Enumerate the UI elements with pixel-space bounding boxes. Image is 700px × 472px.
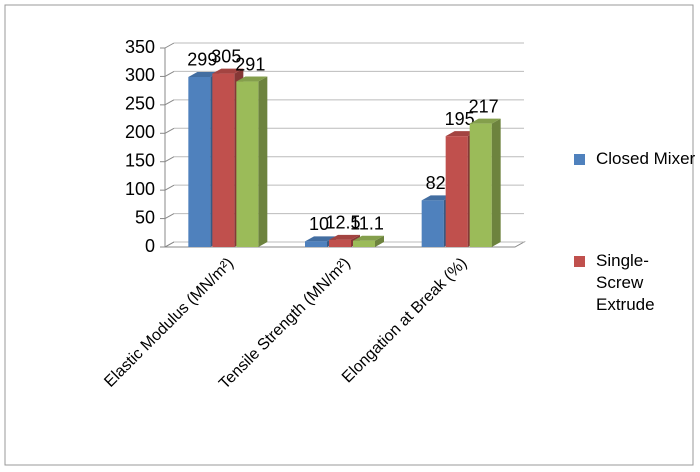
y-tick-label: 0 bbox=[145, 236, 155, 256]
y-tick-label: 250 bbox=[125, 94, 155, 114]
grid-line bbox=[164, 99, 175, 106]
bar-side bbox=[375, 235, 384, 247]
bar bbox=[188, 76, 211, 247]
legend-swatch bbox=[574, 154, 585, 165]
data-label: 12.5 bbox=[325, 213, 360, 233]
data-label: 305 bbox=[211, 46, 241, 66]
legend-label: Closed Mixer bbox=[596, 149, 696, 168]
grid-line bbox=[164, 156, 175, 163]
data-label: 217 bbox=[469, 96, 499, 116]
grid-line bbox=[164, 184, 175, 191]
y-tick-label: 300 bbox=[125, 65, 155, 85]
bar-top bbox=[353, 235, 384, 241]
bar bbox=[445, 136, 468, 247]
y-tick-label: 350 bbox=[125, 37, 155, 57]
bar bbox=[353, 240, 375, 247]
grid-line bbox=[164, 241, 175, 248]
bar bbox=[329, 239, 351, 247]
bar-side bbox=[491, 118, 501, 248]
bar bbox=[469, 123, 492, 247]
data-label: 299 bbox=[187, 50, 217, 70]
bar-top bbox=[421, 195, 453, 201]
bar bbox=[212, 73, 235, 247]
legend-swatch bbox=[574, 256, 585, 267]
grid-line bbox=[164, 127, 175, 134]
bar-top bbox=[329, 234, 360, 240]
bar-top bbox=[188, 71, 220, 77]
bar-top bbox=[305, 236, 336, 242]
data-label: 10 bbox=[309, 214, 329, 234]
grid-line bbox=[164, 42, 175, 49]
y-tick-label: 100 bbox=[125, 179, 155, 199]
bar-top bbox=[469, 118, 501, 124]
bar-top bbox=[212, 68, 244, 74]
grid-line bbox=[164, 213, 175, 220]
y-tick-label: 200 bbox=[125, 122, 155, 142]
y-tick-label: 50 bbox=[135, 207, 155, 227]
data-label: 195 bbox=[445, 109, 475, 129]
data-label: 291 bbox=[235, 54, 265, 74]
grid-line bbox=[164, 70, 175, 77]
bar-side bbox=[258, 76, 268, 247]
bar bbox=[305, 241, 327, 247]
y-tick-label: 150 bbox=[125, 150, 155, 170]
bar bbox=[421, 200, 444, 247]
bar-top bbox=[445, 131, 477, 137]
bar-top bbox=[236, 76, 268, 82]
data-label: 82 bbox=[426, 173, 446, 193]
bar bbox=[236, 81, 259, 247]
data-label: 11.1 bbox=[350, 213, 384, 233]
legend-label: Single-Screw Extrude bbox=[596, 251, 655, 314]
